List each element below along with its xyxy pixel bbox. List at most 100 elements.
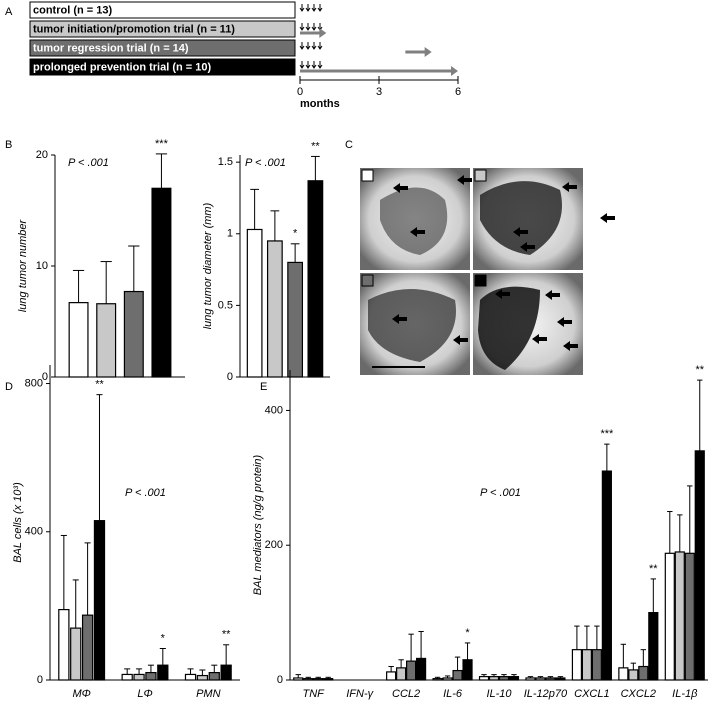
bar: [68, 302, 89, 378]
panel-label: D: [5, 381, 13, 393]
bar: [246, 228, 263, 378]
y-axis-label: BAL cells (x 10³): [12, 482, 24, 563]
exposure-marker: [299, 4, 305, 12]
photo-arrow: [562, 182, 577, 192]
p-value: P < .001: [68, 157, 109, 169]
bar: [323, 678, 334, 681]
bar: [121, 673, 133, 681]
arrow-head: [424, 47, 432, 57]
trial-label: tumor initiation/promotion trial (n = 11…: [33, 23, 235, 35]
photo-arrow: [545, 290, 560, 300]
photo-arrow: [532, 334, 547, 344]
exposure-marker: [305, 61, 311, 69]
timeline-tick-label: 6: [455, 86, 461, 98]
photo-arrow: [563, 341, 578, 351]
y-tick-label: 0: [277, 674, 283, 686]
x-tick-label: IL-6: [443, 688, 463, 700]
y-tick-label: 10: [36, 260, 48, 272]
x-tick-label: IL-12p70: [524, 688, 568, 700]
bar: [664, 552, 675, 681]
bar: [307, 180, 324, 378]
bar: [133, 673, 145, 681]
p-value: P < .001: [125, 487, 166, 499]
x-tick-label: IL-10: [486, 688, 512, 700]
lung-shape: [380, 187, 448, 255]
bar: [151, 187, 172, 378]
bar: [535, 677, 546, 681]
x-tick-label: TNF: [303, 688, 326, 700]
exposure-marker: [305, 4, 311, 12]
x-tick-label: CXCL1: [574, 688, 609, 700]
group-swatch: [474, 169, 487, 182]
bar: [432, 678, 443, 681]
y-tick-label: 20: [36, 149, 48, 161]
p-value: P < .001: [480, 487, 521, 499]
bar: [488, 676, 500, 681]
bar: [498, 676, 510, 681]
photo-arrow: [600, 213, 615, 223]
x-tick-label: CXCL2: [621, 688, 656, 700]
trial-box: [29, 58, 296, 76]
photo-arrow: [520, 242, 535, 252]
significance-marker: ***: [600, 428, 614, 440]
group-swatch: [361, 274, 374, 287]
photo-arrow: [392, 314, 407, 324]
significance-marker: *: [465, 627, 470, 639]
bar: [157, 664, 169, 681]
y-axis-label: BAL mediators (ng/g protein): [252, 454, 264, 595]
y-tick-label: 400: [25, 526, 43, 538]
bar: [81, 614, 94, 681]
panel-label: A: [5, 6, 13, 18]
exposure-marker: [299, 42, 305, 50]
bar: [293, 677, 304, 681]
bar: [684, 552, 695, 681]
exposure-marker: [311, 42, 317, 50]
bar: [442, 677, 453, 681]
y-axis-label: lung tumor diameter (mm): [202, 202, 214, 329]
photo-arrow: [557, 317, 572, 327]
bar: [196, 674, 209, 681]
significance-marker: **: [95, 379, 104, 391]
bar: [545, 677, 556, 681]
y-tick-label: 200: [265, 539, 283, 551]
lung-shape: [368, 289, 456, 362]
bar: [123, 290, 144, 378]
exposure-marker: [311, 4, 317, 12]
y-tick-label: 0: [37, 674, 43, 686]
panel-label: C: [345, 139, 353, 151]
photo-arrow: [393, 183, 408, 193]
bar: [462, 659, 473, 681]
y-tick-label: 1.5: [218, 156, 233, 168]
bar: [396, 667, 407, 681]
bar: [313, 678, 324, 681]
bar: [452, 669, 463, 681]
bar: [478, 676, 490, 681]
x-tick-label: PMN: [196, 688, 221, 700]
trial-box: [29, 1, 296, 19]
lung-shape: [480, 181, 562, 255]
exposure-marker: [311, 23, 317, 31]
y-tick-label: 0.5: [218, 299, 233, 311]
timeline-tick-label: 0: [297, 86, 303, 98]
bar: [266, 240, 283, 378]
photo-arrow: [457, 175, 472, 185]
bar: [93, 520, 106, 681]
bar: [70, 627, 82, 681]
p-value: P < .001: [245, 157, 286, 169]
x-tick-label: MΦ: [72, 688, 90, 700]
bar: [303, 678, 314, 681]
bar: [581, 649, 592, 681]
bar: [406, 660, 417, 681]
exposure-marker: [299, 61, 305, 69]
exposure-marker: [299, 23, 305, 31]
exposure-marker: [317, 61, 323, 69]
photo-arrow: [453, 335, 468, 345]
significance-marker: **: [311, 140, 320, 152]
panel-c-images: [360, 168, 583, 375]
significance-marker: *: [293, 228, 298, 240]
lung-shape: [478, 286, 540, 370]
bar: [287, 261, 304, 378]
significance-marker: ***: [155, 138, 169, 150]
bar: [571, 649, 583, 681]
